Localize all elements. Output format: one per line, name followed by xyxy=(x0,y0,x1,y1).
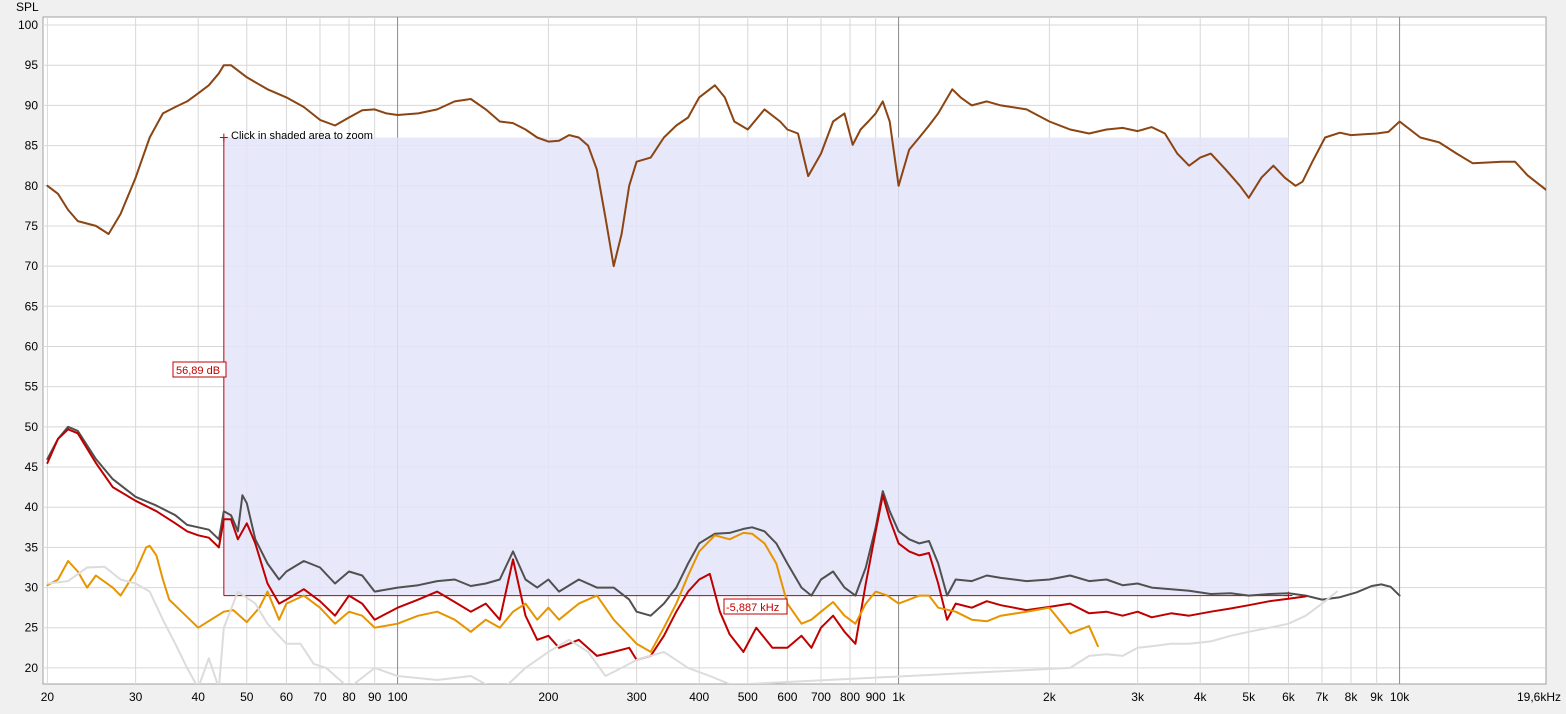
x-tick-label: 20 xyxy=(41,690,55,704)
x-tick-label: 700 xyxy=(811,690,831,704)
x-tick-label: 100 xyxy=(388,690,408,704)
y-tick-label: 40 xyxy=(25,500,39,514)
x-tick-label: 6k xyxy=(1282,690,1296,704)
x-tick-label: 3k xyxy=(1131,690,1145,704)
x-tick-label: 500 xyxy=(738,690,758,704)
y-tick-label: 65 xyxy=(25,299,39,313)
x-tick-label: 900 xyxy=(866,690,886,704)
x-tick-label: 400 xyxy=(689,690,709,704)
y-tick-label: 50 xyxy=(25,420,39,434)
y-tick-label: 90 xyxy=(25,98,39,112)
annotation-layer: Click in shaded area to zoom 56,89 dB -5… xyxy=(172,130,788,615)
axis-layer: 100 95 90 85 80 75 70 65 60 55 50 45 40 35 30 25 20 20 30 4… xyxy=(18,18,1561,704)
x-tick-label: 60 xyxy=(280,690,294,704)
y-tick-label: 70 xyxy=(25,259,39,273)
delta-y-label: 56,89 dB xyxy=(176,365,220,377)
x-tick-label: 7k xyxy=(1316,690,1330,704)
x-tick-label: 9k xyxy=(1370,690,1384,704)
series-line-1 xyxy=(46,64,1546,268)
zoom-shaded-area[interactable] xyxy=(223,137,1289,596)
x-tick-label: 70 xyxy=(313,690,327,704)
x-tick-label: 8k xyxy=(1345,690,1359,704)
y-tick-label: 60 xyxy=(25,339,39,353)
x-tick-label: 4k xyxy=(1194,690,1208,704)
x-tick-label: 5k xyxy=(1242,690,1256,704)
y-tick-label: 75 xyxy=(25,219,39,233)
x-tick-label: 19,6kHz xyxy=(1517,690,1561,704)
series-line-2 xyxy=(46,425,1401,617)
y-axis-label: SPL xyxy=(16,0,39,14)
zoom-hint-text: Click in shaded area to zoom xyxy=(231,130,373,142)
x-tick-label: 80 xyxy=(342,690,356,704)
y-tick-label: 85 xyxy=(25,139,39,153)
y-tick-label: 80 xyxy=(25,179,39,193)
x-tick-label: 300 xyxy=(627,690,647,704)
x-tick-label: 10k xyxy=(1390,690,1410,704)
y-tick-label: 100 xyxy=(18,18,38,32)
x-tick-label: 2k xyxy=(1043,690,1057,704)
y-tick-label: 95 xyxy=(25,58,39,72)
y-tick-label: 30 xyxy=(25,581,39,595)
delta-x-box xyxy=(723,598,788,615)
series-line-4 xyxy=(46,531,1099,653)
x-tick-label: 200 xyxy=(538,690,558,704)
x-tick-label: 800 xyxy=(840,690,860,704)
x-tick-label: 600 xyxy=(777,690,797,704)
y-tick-label: 20 xyxy=(25,661,39,675)
x-tick-label: 50 xyxy=(240,690,254,704)
x-tick-label: 30 xyxy=(129,690,143,704)
x-tick-label: 1k xyxy=(892,690,906,704)
y-tick-label: 35 xyxy=(25,540,39,554)
delta-x-label: -5,887 kHz xyxy=(726,602,779,614)
x-tick-label: 40 xyxy=(192,690,206,704)
y-tick-label: 55 xyxy=(25,380,39,394)
series-line-5 xyxy=(46,565,1338,684)
x-tick-label: 90 xyxy=(368,690,382,704)
y-tick-label: 25 xyxy=(25,621,39,635)
delta-y-box xyxy=(172,361,227,378)
y-tick-label: 45 xyxy=(25,460,39,474)
zoom-region-layer[interactable] xyxy=(219,133,1293,600)
series-line-3 xyxy=(46,428,1307,661)
series-layer xyxy=(46,64,1546,684)
